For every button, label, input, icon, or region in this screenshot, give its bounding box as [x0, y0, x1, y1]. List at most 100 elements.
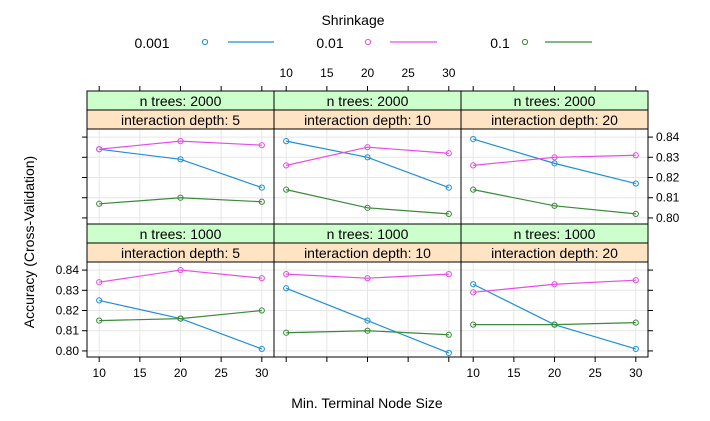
- data-point: [364, 275, 371, 282]
- data-point: [470, 289, 477, 296]
- data-point: [283, 162, 290, 169]
- data-point: [445, 331, 452, 338]
- series-line: [99, 197, 262, 205]
- data-point: [632, 210, 639, 217]
- data-point: [551, 154, 558, 161]
- series-line: [286, 146, 449, 166]
- y-tick-label: 0.80: [656, 211, 680, 225]
- data-point: [177, 315, 184, 322]
- x-tick-label: 30: [629, 366, 643, 380]
- data-point: [96, 297, 103, 304]
- strip-top-label: n trees: 2000: [140, 93, 222, 109]
- x-tick-label: 30: [255, 366, 269, 380]
- series-line: [473, 322, 636, 326]
- data-point: [283, 285, 290, 292]
- data-point: [364, 317, 371, 324]
- y-tick-label: 0.84: [56, 263, 80, 277]
- strip-bottom-label: interaction depth: 20: [491, 112, 618, 128]
- series-line: [99, 309, 262, 322]
- x-tick-label: 10: [467, 366, 481, 380]
- x-tick-label: 20: [548, 366, 562, 380]
- y-axis-label: Accuracy (Cross-Validation): [21, 156, 37, 328]
- data-point: [364, 204, 371, 211]
- x-tick-label: 20: [361, 66, 375, 80]
- data-point: [445, 184, 452, 191]
- data-point: [258, 198, 265, 205]
- y-tick-label: 0.81: [656, 191, 680, 205]
- data-point: [96, 146, 103, 153]
- strip-top-label: n trees: 2000: [514, 93, 596, 109]
- legend-marker: [364, 38, 372, 46]
- series-line: [286, 330, 449, 336]
- x-tick-label: 10: [93, 366, 107, 380]
- data-point: [283, 138, 290, 145]
- legend-label: 0.01: [316, 35, 343, 51]
- strip-top-label: n trees: 1000: [327, 226, 409, 242]
- legend-marker: [521, 38, 529, 46]
- data-point: [258, 275, 265, 282]
- data-point: [177, 266, 184, 274]
- axes: 10 15 20 25 30 10 15 20 25 30 10 15 20 25 30 0.80 0.81 0.…: [56, 66, 680, 380]
- x-tick-label: 25: [401, 66, 415, 80]
- data-point: [632, 277, 639, 284]
- strip-bottom-label: interaction depth: 5: [121, 112, 240, 128]
- strip-bottom-label: interaction depth: 10: [304, 245, 431, 261]
- series-line: [286, 273, 449, 279]
- x-tick-label: 15: [320, 66, 334, 80]
- data-point: [445, 271, 452, 278]
- y-tick-label: 0.83: [56, 283, 80, 297]
- series-line: [473, 189, 636, 215]
- series-line: [99, 140, 262, 150]
- data-point: [470, 281, 477, 288]
- panel: n trees: 1000 interaction depth: 5: [86, 223, 275, 358]
- y-tick-label: 0.82: [656, 171, 680, 185]
- data-point: [177, 156, 184, 163]
- data-point: [177, 138, 184, 145]
- series-line: [286, 189, 449, 215]
- series-line: [99, 269, 262, 283]
- data-point: [283, 271, 290, 278]
- strip-top-label: n trees: 1000: [514, 226, 596, 242]
- data-point: [364, 327, 371, 334]
- data-point: [96, 279, 103, 286]
- series-line: [473, 138, 636, 185]
- panel: n trees: 1000 interaction depth: 10: [273, 223, 462, 358]
- x-tick-label: 10: [280, 66, 294, 80]
- series-line: [473, 154, 636, 166]
- strip-bottom-label: interaction depth: 10: [304, 112, 431, 128]
- legend-label: 0.001: [134, 35, 169, 51]
- data-point: [470, 136, 477, 143]
- x-tick-label: 30: [442, 66, 456, 80]
- x-tick-label: 15: [507, 366, 521, 380]
- data-point: [445, 150, 452, 157]
- data-point: [258, 345, 265, 353]
- panel: n trees: 2000 interaction depth: 20: [460, 90, 649, 225]
- y-tick-label: 0.81: [56, 324, 80, 338]
- data-point: [632, 319, 639, 326]
- x-axis-label: Min. Terminal Node Size: [291, 395, 443, 411]
- data-point: [551, 281, 558, 288]
- data-point: [177, 194, 184, 201]
- data-point: [96, 317, 103, 324]
- panel: n trees: 2000 interaction depth: 5: [86, 90, 275, 225]
- x-tick-label: 15: [133, 366, 147, 380]
- legend: Shrinkage 0.001 0.01 0.1: [134, 12, 592, 51]
- series-line: [285, 287, 450, 354]
- strip-top-label: n trees: 2000: [327, 93, 409, 109]
- data-point: [551, 160, 558, 167]
- data-point: [96, 200, 103, 207]
- data-point: [470, 186, 477, 193]
- y-tick-label: 0.83: [656, 150, 680, 164]
- data-point: [258, 184, 265, 191]
- data-point: [258, 142, 265, 149]
- data-point: [364, 144, 371, 151]
- x-tick-label: 25: [214, 366, 228, 380]
- data-point: [470, 321, 477, 328]
- series-line: [473, 279, 636, 293]
- series-line: [286, 140, 450, 189]
- data-point: [283, 329, 290, 336]
- data-point: [632, 180, 639, 187]
- series-line: [99, 148, 263, 189]
